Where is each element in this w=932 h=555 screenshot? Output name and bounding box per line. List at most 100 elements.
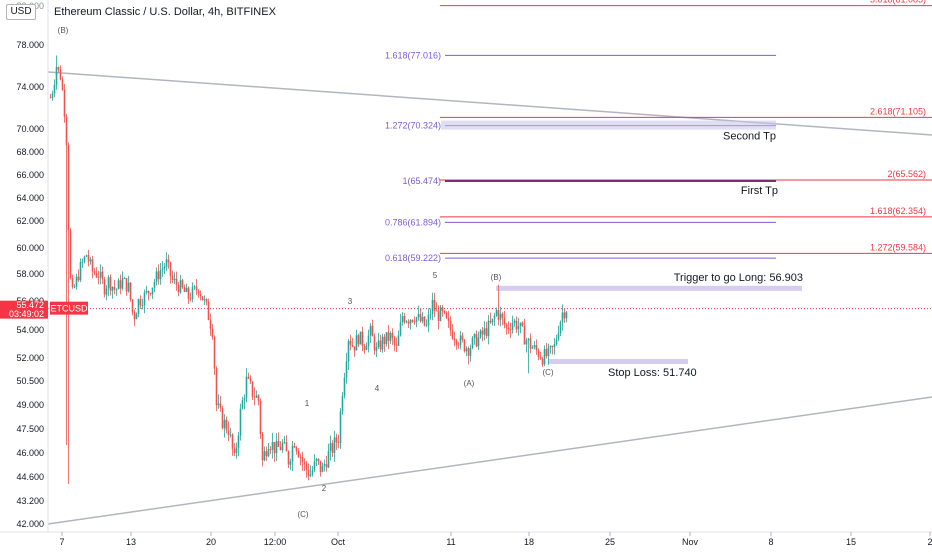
trigger-label: Trigger to go Long: 56.903	[674, 272, 803, 284]
candle-body	[553, 344, 556, 347]
candle-body	[539, 356, 542, 359]
candle-body	[453, 338, 456, 341]
candle-body	[439, 307, 442, 321]
candle-body	[337, 442, 340, 444]
candle-body	[121, 278, 124, 289]
candle-body	[169, 262, 172, 276]
candle-body	[85, 255, 88, 257]
candle-body	[141, 305, 144, 307]
candle-body	[147, 291, 150, 294]
candle-body	[325, 464, 328, 468]
candle-body	[239, 408, 242, 436]
candle-body	[423, 316, 426, 326]
candle-body	[371, 325, 374, 337]
time-axis-bg	[0, 532, 932, 550]
candle-body	[483, 328, 486, 335]
candle-body	[465, 348, 468, 352]
candle-body	[91, 259, 94, 272]
candle-body	[287, 451, 290, 465]
candle-body	[107, 277, 110, 289]
candle-body	[195, 286, 198, 291]
candle-body	[163, 266, 166, 269]
candle-body	[167, 259, 170, 263]
candle-body	[531, 347, 534, 349]
candle-body	[537, 350, 540, 357]
candle-body	[395, 344, 398, 346]
candle-body	[277, 441, 280, 447]
first-tp-label: First Tp	[741, 185, 778, 197]
candle-body	[505, 324, 508, 328]
candle-body	[313, 461, 316, 471]
candle-body	[225, 419, 228, 431]
candle-body	[181, 280, 184, 288]
time-axis-label: 25	[605, 537, 615, 547]
last-price-badge	[0, 300, 48, 319]
candle-body	[363, 345, 366, 350]
candle-body	[535, 345, 538, 351]
candle-body	[353, 346, 356, 351]
candle-body	[73, 286, 76, 288]
candle-body	[545, 349, 548, 357]
candle-body	[399, 322, 402, 336]
candle-body	[557, 333, 560, 340]
candle-body	[335, 437, 338, 443]
fib-retracement-label: 1.272(70.324)	[385, 121, 441, 131]
candle-body	[95, 272, 98, 278]
candle-body	[267, 448, 270, 457]
price-axis-label: 58.000	[16, 269, 44, 279]
candle-body	[543, 349, 546, 365]
candle-body	[513, 320, 516, 323]
time-axis-label: 11	[446, 537, 455, 547]
candle-body	[467, 348, 470, 356]
chart-title: Ethereum Classic / U.S. Dollar, 4h, BITF…	[54, 6, 276, 18]
candle-body	[143, 292, 146, 306]
price-axis-label: 66.000	[16, 170, 44, 180]
candle-body	[187, 287, 190, 299]
symbol-tag: ETCUSD	[50, 304, 88, 314]
candle-body	[445, 312, 448, 318]
candle-body	[549, 345, 552, 348]
price-axis-bg	[0, 0, 48, 532]
candle-body	[109, 277, 112, 291]
candle-body	[205, 299, 208, 302]
candle-body	[149, 293, 152, 295]
candle-body	[533, 345, 536, 348]
candle-body	[473, 333, 476, 338]
candle-body	[487, 320, 490, 337]
candle-body	[517, 326, 520, 330]
candle-body	[333, 437, 336, 453]
symbol-tag-bg	[50, 301, 88, 315]
candle-body	[331, 443, 334, 453]
wave-label: (A)	[464, 379, 475, 388]
candle-body	[131, 299, 134, 313]
candle-body	[451, 330, 454, 339]
candle-body	[89, 259, 92, 262]
candle-body	[361, 331, 364, 346]
candle-body	[259, 400, 262, 434]
candle-body	[127, 282, 130, 292]
candle-body	[77, 276, 80, 281]
candle-body	[69, 230, 72, 279]
candle-body	[217, 403, 220, 406]
candle-body	[299, 456, 302, 458]
candle-body	[351, 344, 354, 347]
candle-body	[459, 335, 462, 346]
candle-body	[357, 335, 360, 345]
time-axis-label: 12:00	[264, 537, 287, 547]
currency-button[interactable]: USD	[6, 4, 36, 20]
candle-body	[75, 276, 78, 287]
candle-body	[403, 315, 406, 323]
candle-body	[227, 430, 230, 435]
candle-body	[81, 261, 84, 263]
candle-body	[359, 331, 362, 345]
wave-label: (B)	[58, 26, 69, 35]
candle-body	[373, 336, 376, 351]
candle-body	[365, 346, 368, 350]
candle-body	[263, 451, 266, 461]
candle-body	[55, 67, 58, 85]
candle-body	[341, 396, 344, 412]
price-axis-label: 54.000	[16, 325, 44, 335]
candle-body	[509, 329, 512, 331]
